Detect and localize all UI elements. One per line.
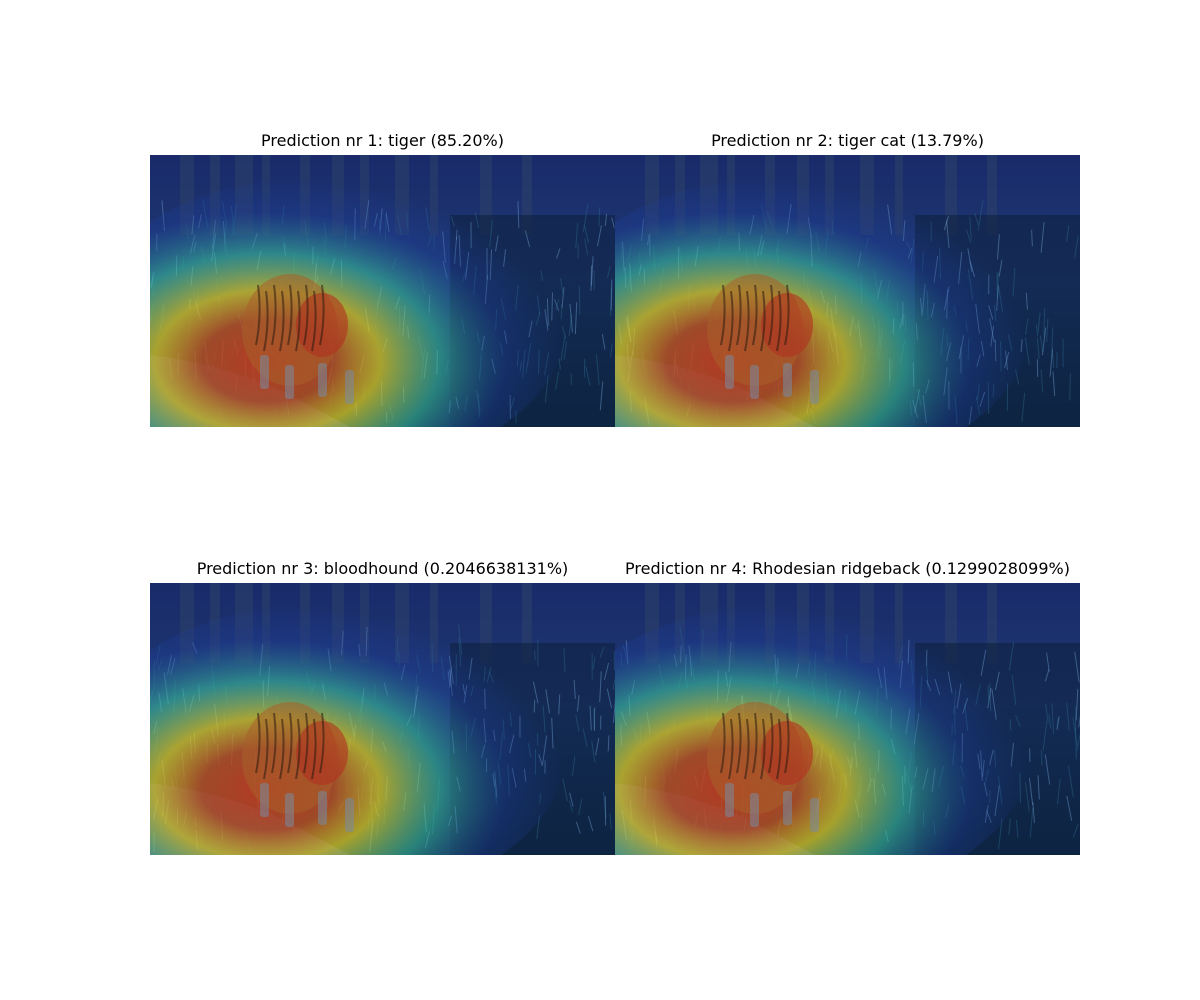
tree-trunk-shape [522, 155, 532, 235]
panel-1-heatmap-image [150, 155, 615, 427]
panel-2-heatmap-image [615, 155, 1080, 427]
panel-3-title: Prediction nr 3: bloodhound (0.204663813… [196, 559, 569, 578]
heatmap-overlay-image [150, 155, 615, 427]
panel-4-heatmap-image [615, 583, 1080, 855]
heatmap-overlay-image [615, 583, 1080, 855]
panel-1-title: Prediction nr 1: tiger (85.20%) [261, 131, 504, 150]
panel-4-title: Prediction nr 4: Rhodesian ridgeback (0.… [625, 559, 1070, 578]
heatmap-overlay-image [615, 155, 1080, 427]
panel-2-title: Prediction nr 2: tiger cat (13.79%) [711, 131, 984, 150]
heatmap-overlay-image [150, 583, 615, 855]
tree-trunk-shape [522, 583, 532, 663]
panel-3-heatmap-image [150, 583, 615, 855]
tree-trunk-shape [987, 155, 997, 235]
tree-trunk-shape [987, 583, 997, 663]
